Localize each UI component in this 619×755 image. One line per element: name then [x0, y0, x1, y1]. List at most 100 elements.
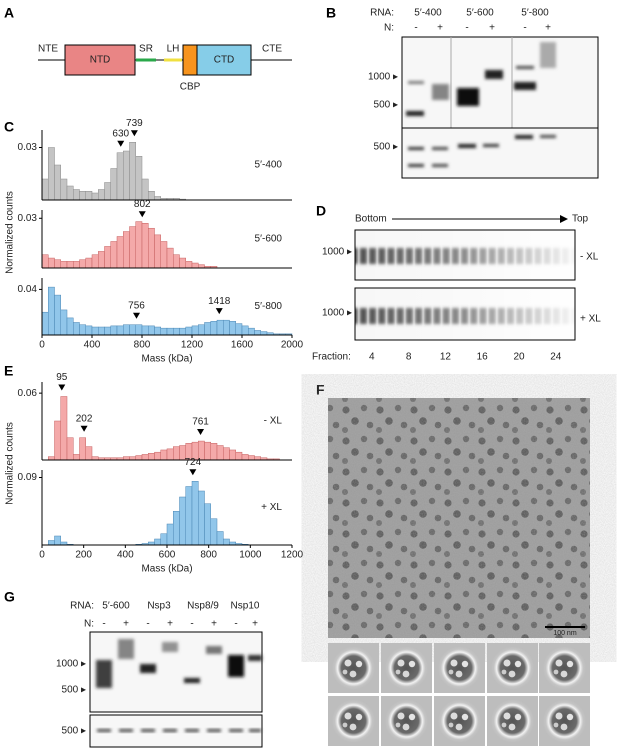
gel — [401, 36, 599, 179]
peak-marker — [58, 384, 66, 391]
histogram-bar — [48, 147, 55, 201]
histogram-bar — [166, 247, 174, 269]
fraction-number: 4 — [369, 352, 375, 363]
domain-box — [64, 44, 136, 76]
histogram-bar — [98, 251, 105, 269]
peak-label: 756 — [128, 300, 145, 311]
histogram-bar — [235, 451, 243, 461]
class-averages — [328, 643, 590, 746]
histogram-bar — [191, 481, 199, 546]
histogram-bar — [129, 226, 136, 269]
size-marker: 1000 ▸ — [322, 308, 352, 319]
lane-label: - — [234, 619, 237, 630]
histogram-bar — [223, 319, 230, 336]
histogram-bar — [179, 496, 186, 546]
histogram-bar — [123, 456, 130, 461]
histogram-bar — [210, 443, 218, 461]
histogram-bar — [48, 540, 55, 546]
histogram-bar — [60, 396, 68, 461]
histogram-bar — [141, 454, 149, 461]
row-label: RNA: — [70, 601, 94, 612]
x-tick-label: 800 — [200, 550, 217, 561]
histogram-bar — [198, 490, 205, 546]
histogram-bar — [85, 325, 93, 336]
lane-label: - — [146, 619, 149, 630]
histogram-bar — [241, 325, 249, 336]
lane-label: - — [465, 23, 468, 34]
histogram-bar — [116, 236, 124, 269]
histogram-bar — [141, 178, 149, 201]
histogram-bar — [91, 326, 99, 336]
histogram-bar — [123, 324, 130, 336]
histogram-bar — [135, 221, 143, 269]
y-axis-label: Normalized counts — [5, 191, 16, 274]
lane-label: + — [123, 619, 129, 630]
size-marker: 500 ▸ — [62, 726, 86, 737]
histogram-bar — [154, 196, 161, 201]
row-label: N: — [384, 23, 394, 34]
micrograph — [328, 398, 590, 638]
histogram-bar — [66, 185, 74, 201]
histogram-bar — [154, 538, 161, 546]
peak-marker — [189, 469, 197, 476]
histogram-bar — [210, 518, 218, 546]
histogram-bar — [79, 191, 86, 201]
histogram-bar — [216, 445, 224, 461]
gel — [354, 229, 576, 341]
domain-box — [182, 44, 198, 76]
histogram-bar — [185, 261, 193, 269]
histogram-bar — [173, 446, 180, 461]
x-axis-label: Mass (kDa) — [141, 564, 192, 575]
y-tick-label: 0.06 — [18, 388, 38, 399]
y-tick-label: 0.03 — [18, 142, 38, 153]
panel-letter: G — [4, 589, 15, 605]
histogram-bar — [110, 325, 118, 336]
row-label: N: — [84, 619, 94, 630]
histogram-bar — [98, 189, 105, 201]
histogram-bar — [166, 523, 174, 546]
histogram-bar — [54, 535, 61, 546]
lane-label: + — [437, 23, 443, 34]
histogram-bar — [254, 330, 261, 336]
peak-marker — [130, 130, 138, 137]
x-tick-label: 1600 — [231, 340, 254, 351]
y-tick-label: 0.09 — [18, 472, 38, 483]
histogram-bar — [66, 261, 74, 269]
rna-label: 5′-800 — [521, 8, 549, 19]
histogram-bar — [154, 451, 161, 461]
lane-label: - — [102, 619, 105, 630]
histogram-bar — [91, 192, 99, 201]
histogram-bar — [85, 257, 93, 269]
condition-label: - XL — [580, 252, 599, 263]
y-tick-label: 0.03 — [18, 213, 38, 224]
scale-bar-label: 100 nm — [553, 630, 577, 637]
peak-label: 1418 — [208, 296, 231, 307]
histogram-bar — [110, 241, 118, 269]
histogram-bar — [229, 449, 236, 461]
histogram-bar — [123, 150, 130, 201]
peak-marker — [80, 425, 88, 432]
lane-label: - — [414, 23, 417, 34]
histogram-bar — [54, 420, 61, 461]
histogram-bar — [54, 259, 61, 269]
panel-letter: F — [316, 382, 325, 398]
fraction-number: 20 — [513, 352, 525, 363]
histogram-bar — [141, 325, 149, 336]
histogram-bar — [135, 156, 143, 201]
histogram-bar — [204, 503, 211, 546]
peak-marker — [117, 140, 125, 147]
panel-letter: A — [4, 5, 14, 21]
peak-marker — [215, 308, 223, 315]
size-marker: 500 ▸ — [374, 142, 398, 153]
histogram-bar — [185, 486, 193, 546]
histogram-bar — [185, 326, 193, 336]
histogram-bar — [173, 511, 180, 546]
histogram-bar — [129, 142, 136, 201]
x-tick-label: 1200 — [281, 550, 304, 561]
domain-label: LH — [167, 44, 180, 55]
histogram-bar — [54, 164, 61, 201]
histogram-bar — [73, 261, 80, 269]
histogram-bar — [66, 437, 74, 461]
peak-label: 724 — [184, 457, 201, 468]
x-tick-label: 200 — [75, 550, 92, 561]
